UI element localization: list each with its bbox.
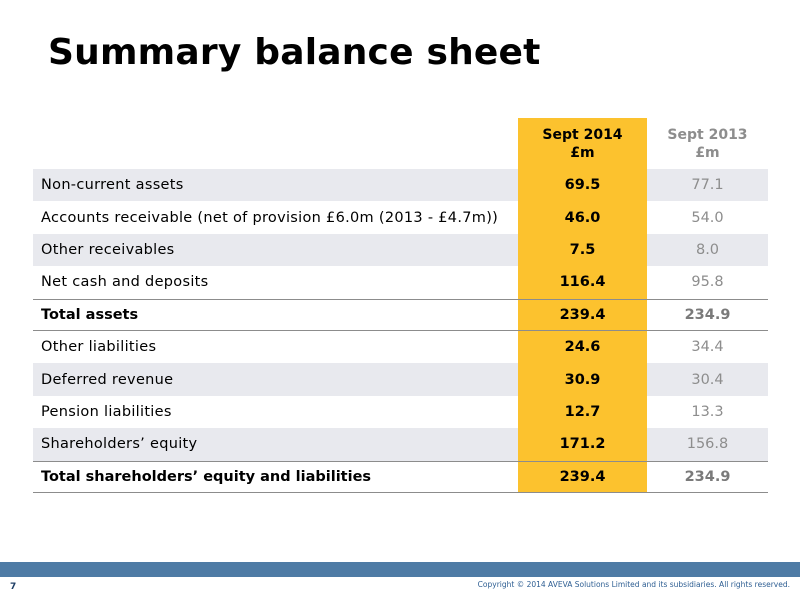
copyright-text: Copyright © 2014 AVEVA Solutions Limited… (477, 580, 790, 589)
header-prior-year: Sept 2013 £m (647, 118, 768, 169)
row-current-value: 12.7 (518, 395, 647, 429)
header-current-year-label: Sept 2014 (542, 126, 623, 143)
row-current-value: 239.4 (518, 299, 647, 330)
row-prior-value: 77.1 (691, 177, 724, 194)
row-label: Pension liabilities (41, 403, 172, 420)
row-prior-value: 234.9 (684, 306, 731, 323)
row-prior-value: 34.4 (691, 339, 724, 356)
row-label: Other liabilities (41, 339, 157, 356)
row-current-value: 239.4 (518, 461, 647, 492)
table-row: Pension liabilities 12.7 13.3 (33, 395, 768, 429)
row-label: Other receivables (41, 241, 175, 258)
table-row: Other liabilities 24.6 34.4 (33, 330, 768, 364)
page-number: 7 (10, 582, 17, 592)
row-label: Shareholders’ equity (41, 436, 198, 453)
header-label-cell (33, 118, 518, 169)
row-label: Non-current assets (41, 177, 184, 194)
row-prior-value: 13.3 (691, 403, 724, 420)
page-title: Summary balance sheet (48, 32, 541, 73)
row-prior-value: 156.8 (686, 436, 729, 453)
header-current-unit: £m (570, 144, 595, 161)
row-current-value: 69.5 (518, 169, 647, 202)
row-prior-value: 95.8 (691, 274, 724, 291)
table-row: Accounts receivable (net of provision £6… (33, 201, 768, 234)
row-current-value: 171.2 (518, 428, 647, 461)
table-row-total: Total assets 239.4 234.9 (33, 298, 768, 331)
header-prior-unit: £m (695, 144, 720, 161)
balance-sheet-table: Sept 2014 £m Sept 2013 £m Non-current as… (33, 118, 768, 493)
row-label: Deferred revenue (41, 371, 174, 388)
row-label: Accounts receivable (net of provision £6… (41, 209, 499, 226)
row-prior-value: 234.9 (684, 468, 731, 485)
row-label: Net cash and deposits (41, 274, 209, 291)
row-current-value: 46.0 (518, 201, 647, 234)
row-label: Total assets (41, 306, 139, 323)
table-row: Other receivables 7.5 8.0 (33, 233, 768, 267)
table-header-row: Sept 2014 £m Sept 2013 £m (33, 118, 768, 169)
row-prior-value: 30.4 (691, 371, 724, 388)
table-row-total: Total shareholders’ equity and liabiliti… (33, 460, 768, 493)
header-current-year: Sept 2014 £m (518, 118, 647, 169)
footer-bar (0, 562, 800, 577)
row-label: Total shareholders’ equity and liabiliti… (41, 468, 372, 485)
row-current-value: 7.5 (518, 233, 647, 267)
header-prior-year-label: Sept 2013 (667, 126, 748, 143)
table-row: Non-current assets 69.5 77.1 (33, 169, 768, 202)
row-current-value: 30.9 (518, 363, 647, 396)
table-row: Net cash and deposits 116.4 95.8 (33, 266, 768, 299)
table-row: Shareholders’ equity 171.2 156.8 (33, 428, 768, 461)
row-prior-value: 54.0 (691, 209, 724, 226)
row-current-value: 24.6 (518, 330, 647, 364)
row-current-value: 116.4 (518, 266, 647, 299)
table-row: Deferred revenue 30.9 30.4 (33, 363, 768, 396)
row-prior-value: 8.0 (695, 241, 720, 258)
